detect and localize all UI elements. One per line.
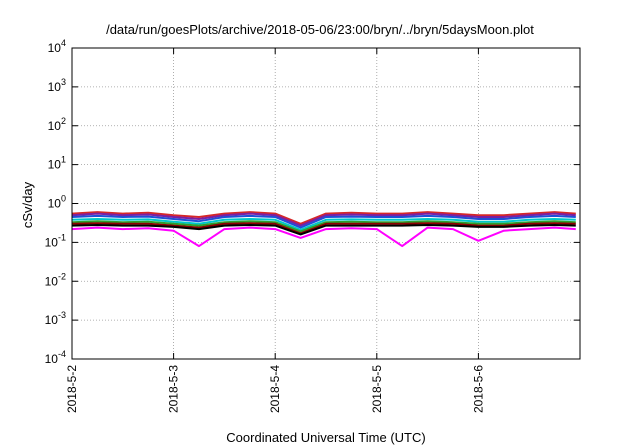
y-tick-label: 104 <box>48 38 66 55</box>
series-line <box>71 222 576 235</box>
y-tick-label: 102 <box>48 116 66 133</box>
grid <box>72 48 580 359</box>
y-tick-label: 100 <box>48 194 66 211</box>
y-tick-label: 103 <box>48 77 66 94</box>
y-tick-label: 10-2 <box>45 271 66 288</box>
series-line <box>71 226 576 248</box>
chart-title: /data/run/goesPlots/archive/2018-05-06/2… <box>106 22 534 37</box>
series-line <box>71 224 576 236</box>
x-axis-label: Coordinated Universal Time (UTC) <box>226 430 425 445</box>
x-tick-label: 2018-5-4 <box>268 365 282 413</box>
x-tick-label: 2018-5-5 <box>370 365 384 413</box>
series-line <box>71 218 576 231</box>
series-line <box>71 211 576 225</box>
series-line <box>71 220 576 233</box>
y-axis-label: cSv/day <box>20 181 35 228</box>
y-tick-label: 10-1 <box>45 232 66 249</box>
y-tick-label: 10-4 <box>45 349 66 366</box>
x-axis: 2018-5-2 2018-5-3 2018-5-4 2018-5-5 2018-5-6 <box>65 48 485 413</box>
x-tick-label: 2018-5-6 <box>471 365 485 413</box>
series-group <box>71 211 576 248</box>
y-tick-label: 10-3 <box>45 310 66 327</box>
series-line <box>71 214 576 229</box>
y-axis: 10-4 10-3 10-2 10-1 100 101 102 103 104 <box>45 38 580 366</box>
x-tick-label: 2018-5-3 <box>167 365 181 413</box>
series-line <box>71 212 576 227</box>
x-tick-label: 2018-5-2 <box>65 365 79 413</box>
y-tick-label: 101 <box>48 155 66 172</box>
plot-frame <box>71 47 581 360</box>
